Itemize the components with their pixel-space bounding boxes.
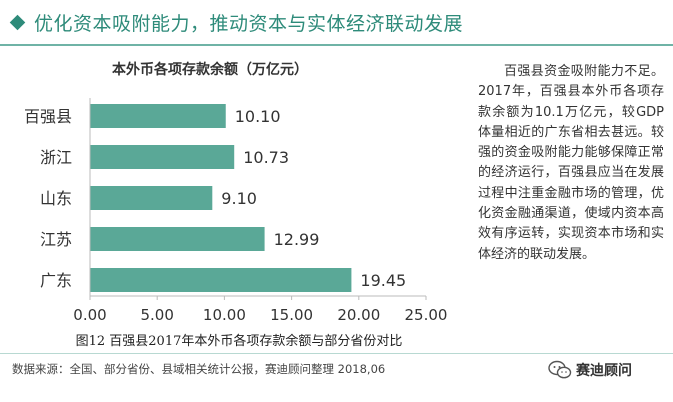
figure-caption: 图12 百强县2017年本外币各项存款余额与部分省份对比 xyxy=(75,334,403,349)
brand-name: 赛迪顾问 xyxy=(576,363,632,379)
data-label: 12.99 xyxy=(274,230,320,249)
bar-2 xyxy=(90,145,235,169)
x-tick-label: 5.00 xyxy=(140,306,173,324)
header: 优化资本吸附能力，推动资本与实体经济联动发展 xyxy=(0,0,673,46)
data-label: 9.10 xyxy=(221,189,257,208)
side-paragraph: 百强县资金吸附能力不足。2017年，百强县本外币各项存款余额为10.1万亿元，较… xyxy=(478,64,664,262)
diamond-bullet-icon xyxy=(9,14,26,31)
x-tick-label: 15.00 xyxy=(270,306,313,324)
category-label: 山东 xyxy=(40,189,72,208)
bar-chart: 本外币各项存款余额（万亿元） 百强县 10.10 浙江 10.73 山东 9.10 江苏 12.… xyxy=(24,61,448,324)
x-tick-label: 20.00 xyxy=(337,306,380,324)
category-label: 百强县 xyxy=(24,107,72,126)
bar-4 xyxy=(90,227,265,251)
footer-divider xyxy=(0,353,673,354)
page-title: 优化资本吸附能力，推动资本与实体经济联动发展 xyxy=(34,13,464,35)
wechat-icon xyxy=(548,360,572,379)
data-label: 10.73 xyxy=(243,148,289,167)
x-tick-label: 25.00 xyxy=(405,306,448,324)
bar-3 xyxy=(90,186,213,210)
header-divider xyxy=(0,44,673,46)
data-label: 10.10 xyxy=(235,107,281,126)
bar-1 xyxy=(90,104,226,128)
category-label: 江苏 xyxy=(40,230,72,249)
category-label: 浙江 xyxy=(40,148,72,167)
data-label: 19.45 xyxy=(360,271,406,290)
bar-5 xyxy=(90,268,352,292)
chart-title: 本外币各项存款余额（万亿元） xyxy=(112,61,308,78)
x-tick-label: 10.00 xyxy=(203,306,246,324)
data-source-note: 数据来源：全国、部分省份、县域相关统计公报，赛迪顾问整理 2018,06 xyxy=(12,362,386,376)
x-tick-label: 0.00 xyxy=(73,306,106,324)
category-label: 广东 xyxy=(40,271,72,290)
